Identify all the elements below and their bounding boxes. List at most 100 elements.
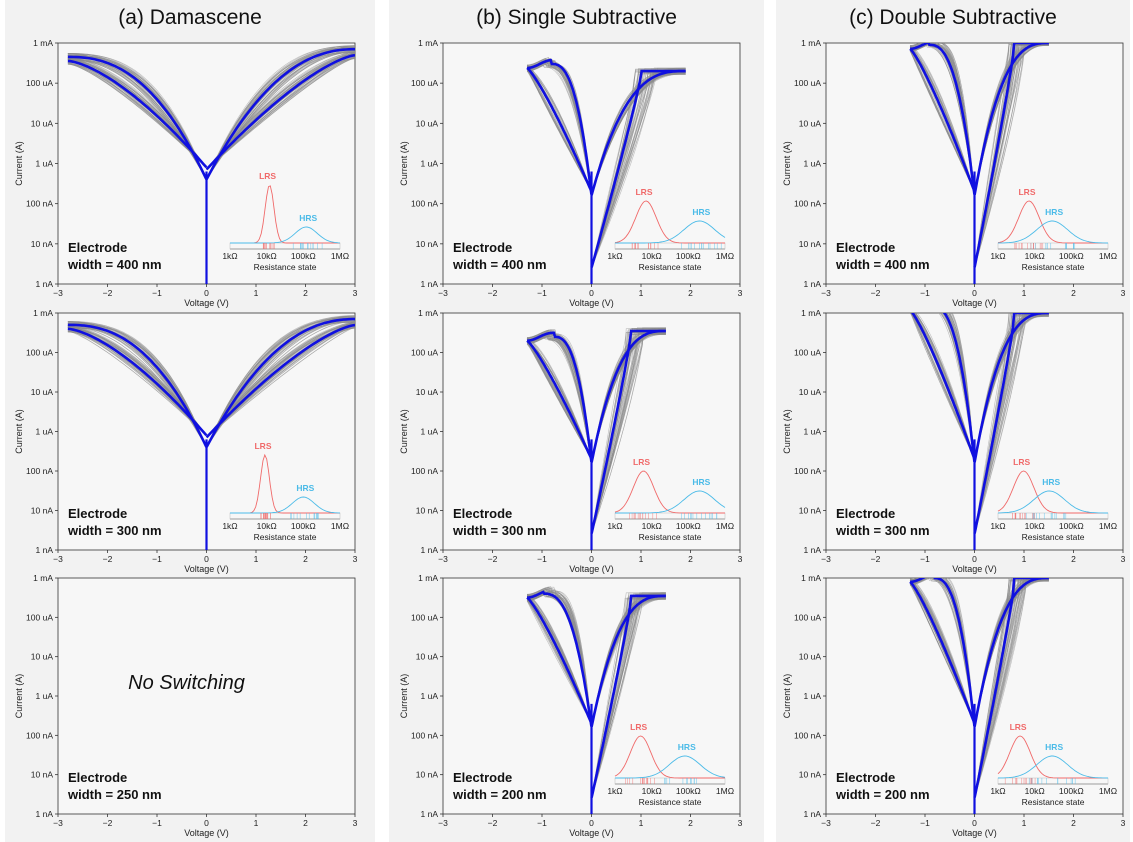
cycle-curve <box>948 313 975 462</box>
cycle-curve <box>916 313 975 459</box>
x-tick-label: 1 <box>639 554 644 564</box>
x-tick-label: 3 <box>738 288 743 298</box>
inset-x-tick: 10kΩ <box>257 251 277 261</box>
lrs-distribution <box>997 470 1108 514</box>
cycle-curve <box>206 45 355 180</box>
cycle-curve <box>974 578 1027 798</box>
y-tick-label: 10 uA <box>416 118 439 128</box>
x-tick-label: 3 <box>353 288 358 298</box>
cycle-curve <box>948 313 975 462</box>
electrode-label: Electrode <box>453 506 512 521</box>
cycle-curve <box>206 54 355 170</box>
x-tick-label: 1 <box>254 818 259 828</box>
median-curve <box>590 69 686 196</box>
cycle-curve <box>527 588 592 727</box>
cycle-curve <box>206 321 355 438</box>
cycle-curve <box>909 580 975 724</box>
inset-rug-box <box>997 242 1109 250</box>
x-tick-label: 2 <box>1071 818 1076 828</box>
inset-x-tick: 100kΩ <box>1059 251 1084 261</box>
electrode-label: Electrode <box>453 240 512 255</box>
cycle-curve <box>526 600 592 724</box>
median-curve <box>205 47 355 180</box>
y-tick-label: 1 uA <box>804 159 822 169</box>
inset-x-tick: 10kΩ <box>642 786 662 796</box>
x-axis-label: Voltage (V) <box>569 564 614 574</box>
y-tick-label: 10 uA <box>31 652 54 662</box>
x-tick-label: 0 <box>589 818 594 828</box>
y-tick-label: 10 uA <box>799 652 822 662</box>
median-curve <box>973 578 1049 798</box>
cycle-curve <box>909 47 975 192</box>
x-tick-label: −3 <box>821 818 831 828</box>
y-tick-label: 100 uA <box>794 348 821 358</box>
cycle-curve <box>974 581 1049 798</box>
y-tick-label: 1 nA <box>36 545 54 555</box>
cycle-curve <box>974 43 1023 268</box>
inset-x-tick: 1kΩ <box>222 521 237 531</box>
lrs-distribution <box>997 735 1108 779</box>
lrs-distribution <box>997 200 1108 244</box>
median-curve <box>909 47 976 192</box>
x-tick-label: 2 <box>303 818 308 828</box>
chart-panel-c3: −3 −2 −1 0 1 2 3 1 nA 10 nA 100 nA 1 uA 10 uA 100 uA… <box>782 573 1126 838</box>
lrs-label: LRS <box>259 171 276 181</box>
cycle-curve <box>910 313 975 459</box>
cycle-curve <box>527 592 592 726</box>
lrs-distribution <box>614 200 725 244</box>
inset-x-tick: 1kΩ <box>607 251 622 261</box>
y-tick-label: 1 nA <box>421 545 439 555</box>
cycle-curve <box>591 592 666 798</box>
x-tick-label: −2 <box>103 288 113 298</box>
y-tick-label: 1 uA <box>36 159 54 169</box>
inset-x-label: Resistance state <box>639 532 702 542</box>
cycle-curve <box>206 327 355 438</box>
x-tick-label: 3 <box>738 818 743 828</box>
x-tick-label: 0 <box>204 288 209 298</box>
inset-x-tick: 1kΩ <box>222 251 237 261</box>
y-tick-label: 100 uA <box>411 78 438 88</box>
x-tick-label: −3 <box>53 554 63 564</box>
cycle-curve <box>910 43 975 195</box>
y-axis-label: Current (A) <box>14 674 24 719</box>
median-curve <box>973 43 1049 196</box>
x-tick-label: 1 <box>254 554 259 564</box>
x-tick-label: −2 <box>871 554 881 564</box>
x-tick-label: 3 <box>1121 554 1126 564</box>
lrs-distribution <box>614 735 725 779</box>
y-tick-label: 1 mA <box>801 573 821 583</box>
x-axis-label: Voltage (V) <box>952 828 997 838</box>
inset-rug-box <box>614 512 726 520</box>
y-tick-label: 10 nA <box>799 506 822 516</box>
electrode-width-label: width = 400 nm <box>452 257 547 272</box>
median-curve <box>526 590 593 727</box>
y-tick-label: 10 nA <box>416 506 439 516</box>
y-axis-label: Current (A) <box>399 141 409 186</box>
inset-x-tick: 100kΩ <box>1059 521 1084 531</box>
inset-x-tick: 1MΩ <box>716 786 734 796</box>
y-tick-label: 1 nA <box>36 279 54 289</box>
x-tick-label: 3 <box>353 554 358 564</box>
chart-panel-a3: −3 −2 −1 0 1 2 3 1 nA 10 nA 100 nA 1 uA 10 uA 100 uA… <box>14 573 358 838</box>
y-tick-label: 100 uA <box>794 78 821 88</box>
median-curve <box>205 317 355 448</box>
x-tick-label: −2 <box>488 818 498 828</box>
lrs-label: LRS <box>633 457 650 467</box>
median-curve <box>67 55 208 180</box>
cycle-curve <box>974 313 1015 534</box>
resistance-inset: 1kΩ 10kΩ 100kΩ 1MΩ Resistance state LRS HRS <box>607 722 734 807</box>
cycle-curve <box>527 67 592 192</box>
resistance-inset: 1kΩ 10kΩ 100kΩ 1MΩ Resistance state LRS HRS <box>990 187 1117 272</box>
y-tick-label: 100 nA <box>411 730 438 740</box>
electrode-label: Electrode <box>453 770 512 785</box>
inset-x-tick: 1kΩ <box>607 521 622 531</box>
inset-x-label: Resistance state <box>1022 797 1085 807</box>
median-curve <box>973 578 1049 727</box>
cycle-curve <box>909 583 975 724</box>
lrs-label: LRS <box>630 722 647 732</box>
resistance-inset: 1kΩ 10kΩ 100kΩ 1MΩ Resistance state LRS HRS <box>607 187 734 272</box>
y-tick-label: 1 nA <box>804 279 822 289</box>
y-tick-label: 1 mA <box>801 38 821 48</box>
chart-panel-a2: −3 −2 −1 0 1 2 3 1 nA 10 nA 100 nA 1 uA 10 uA 100 uA… <box>14 308 358 574</box>
x-tick-label: 1 <box>1022 554 1027 564</box>
